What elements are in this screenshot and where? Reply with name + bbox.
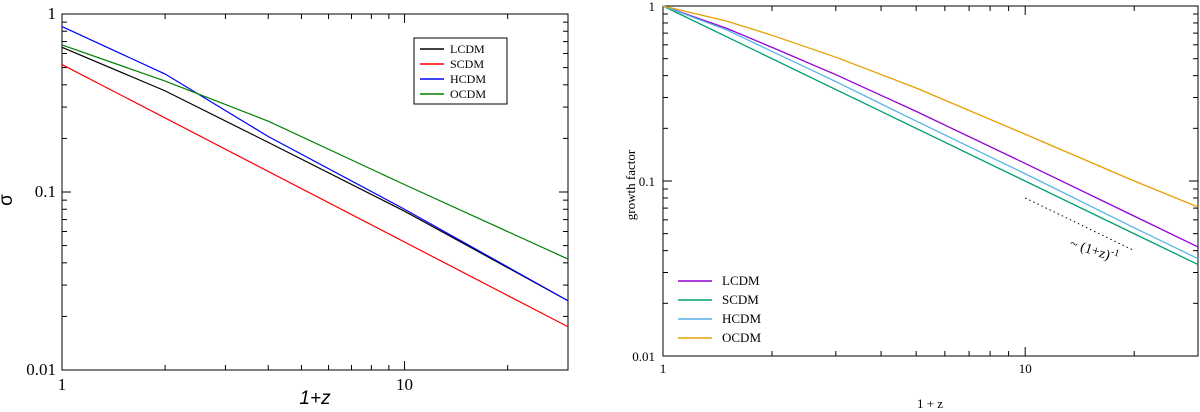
right-legend-label-hcdm: HCDM	[722, 311, 761, 326]
left-y-tick-label: 0.1	[35, 182, 56, 201]
right-legend-label-lcdm: LCDM	[722, 273, 760, 288]
left-series-hcdm	[61, 26, 569, 302]
right-series-ocdm	[662, 5, 1199, 208]
left-legend-label-scdm: SCDM	[450, 57, 484, 71]
right-series-lcdm	[662, 5, 1199, 248]
right-legend: LCDM SCDM HCDM OCDM	[678, 273, 761, 345]
right-chart: 1 10 0.01 0.1 1 LCDM SCDM HCDM OCDM ~ (1+z)-1 1…	[623, 0, 1199, 411]
left-legend-label-ocdm: OCDM	[450, 87, 486, 101]
right-series-group	[662, 5, 1199, 266]
right-annotation-text: ~ (1+z)	[1068, 237, 1112, 264]
left-series-lcdm	[61, 46, 569, 302]
left-x-tick-label: 1	[58, 375, 67, 394]
right-x-tick-label: 10	[1019, 361, 1032, 376]
right-annotation: ~ (1+z)-1	[1068, 234, 1121, 267]
right-x-tick-label: 1	[660, 361, 667, 376]
left-series-scdm	[61, 64, 569, 328]
right-axis-ticks: 1 10 0.01 0.1 1	[632, 0, 1199, 376]
left-x-tick-label: 10	[396, 375, 413, 394]
right-series-scdm	[662, 5, 1199, 266]
right-legend-label-ocdm: OCDM	[722, 330, 761, 345]
left-axis-ticks: 1 10 0.01 0.1 1	[26, 4, 569, 394]
right-annotation-exponent: -1	[1109, 247, 1120, 260]
left-x-axis-title: 1+z	[299, 388, 331, 409]
right-y-tick-label: 0.1	[639, 174, 655, 189]
left-y-axis-title: σ	[0, 194, 17, 206]
left-legend-label-lcdm: LCDM	[450, 42, 485, 56]
left-legend-label-hcdm: HCDM	[450, 72, 486, 86]
right-series-hcdm	[662, 5, 1199, 260]
right-legend-label-scdm: SCDM	[722, 292, 759, 307]
left-y-tick-label: 0.01	[26, 360, 56, 379]
left-y-tick-label: 1	[48, 4, 57, 23]
right-y-tick-label: 1	[649, 0, 656, 14]
right-y-axis-title: growth factor	[623, 149, 638, 220]
left-series-group	[61, 26, 569, 328]
left-series-ocdm	[61, 44, 569, 260]
right-y-tick-label: 0.01	[632, 349, 655, 364]
right-x-axis-title: 1 + z	[917, 396, 943, 411]
